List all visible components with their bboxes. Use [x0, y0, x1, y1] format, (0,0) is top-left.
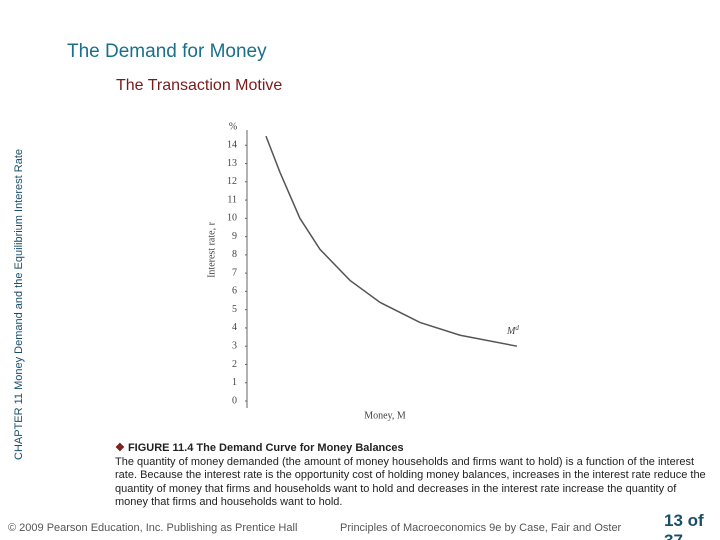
book-title: Principles of Macroeconomics 9e by Case,…: [340, 522, 622, 534]
page-number: 13 of 37: [664, 511, 704, 540]
curve-label: Md: [506, 324, 519, 338]
x-axis-label: Money, M: [364, 410, 406, 421]
y-tick-label: 12: [227, 176, 237, 187]
y-tick-label: 10: [227, 213, 237, 224]
caption: ❖ FIGURE 11.4 The Demand Curve for Money…: [115, 442, 710, 510]
caption-text: The quantity of money demanded (the amou…: [115, 455, 706, 509]
figure-label-text: FIGURE 11.4 The Demand Curve for Money B…: [127, 442, 404, 454]
y-tick-label: 14: [227, 140, 237, 151]
y-tick-label: 13: [227, 158, 237, 169]
y-tick-label: 5: [232, 304, 237, 315]
figure-label: ❖ FIGURE 11.4 The Demand Curve for Money…: [115, 442, 404, 454]
y-tick-label: 4: [232, 322, 237, 333]
y-tick-label: 11: [227, 194, 237, 205]
y-tick-label: 2: [232, 359, 237, 370]
slide-subtitle: The Transaction Motive: [116, 77, 283, 94]
y-tick-label: 6: [232, 286, 237, 297]
curve-label-sup: d: [515, 324, 519, 332]
demand-curve: [265, 135, 518, 347]
slide-title: The Demand for Money: [67, 41, 267, 62]
y-tick-label: 0: [232, 395, 237, 406]
y-tick-label: 9: [232, 231, 237, 242]
y-tick-label: 7: [232, 267, 237, 278]
copyright: © 2009 Pearson Education, Inc. Publishin…: [8, 522, 298, 534]
y-tick-label: 1: [232, 377, 237, 388]
y-axis-label: Interest rate, r: [206, 221, 217, 277]
curve-label-main: M: [506, 326, 516, 337]
y-tick-label: 8: [232, 249, 237, 260]
y-unit: %: [229, 121, 237, 132]
y-tick-label: 3: [232, 340, 237, 351]
